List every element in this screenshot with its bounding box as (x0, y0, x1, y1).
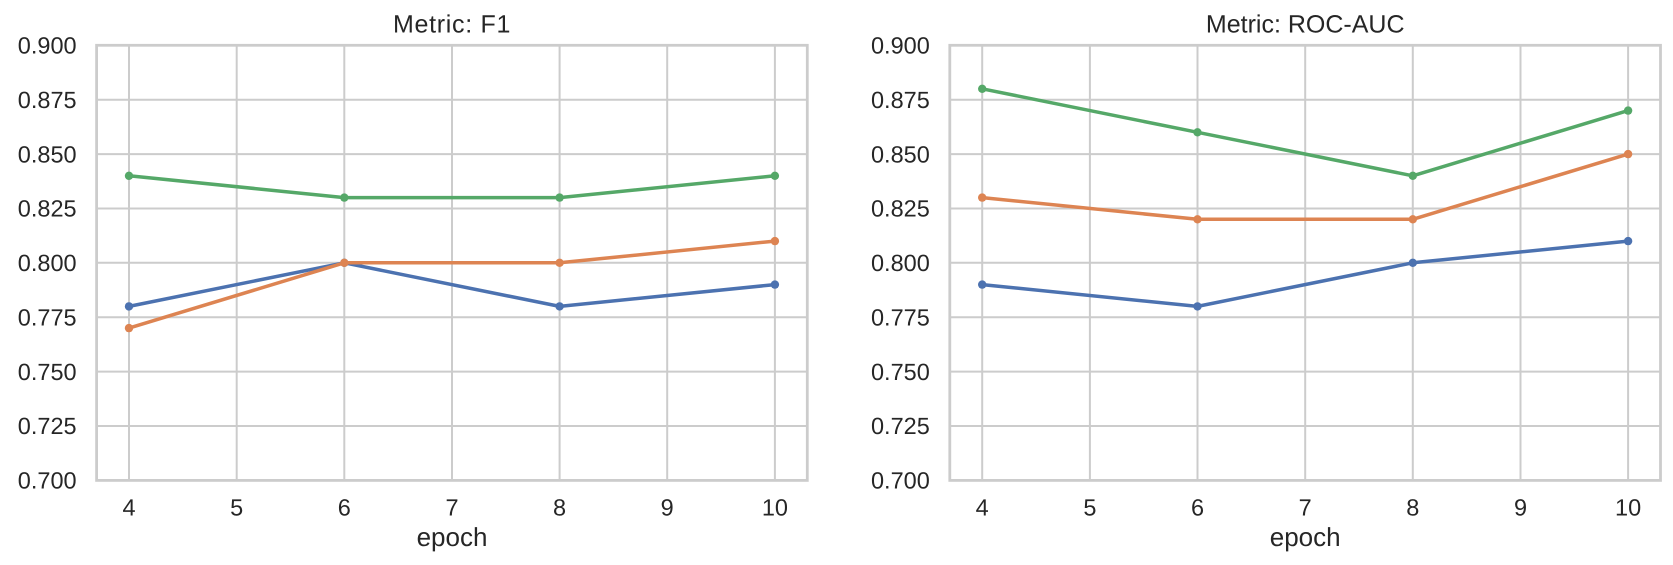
svg-text:0.875: 0.875 (871, 87, 930, 113)
svg-text:0.725: 0.725 (871, 413, 930, 439)
svg-text:0.900: 0.900 (871, 33, 930, 59)
svg-text:10: 10 (1615, 494, 1641, 520)
svg-text:0.850: 0.850 (871, 141, 930, 167)
svg-text:6: 6 (1191, 494, 1204, 520)
svg-text:0.700: 0.700 (18, 468, 77, 494)
svg-text:0.700: 0.700 (871, 468, 930, 494)
svg-text:7: 7 (1299, 494, 1312, 520)
svg-text:9: 9 (1514, 494, 1527, 520)
svg-text:0.775: 0.775 (871, 304, 930, 330)
svg-text:4: 4 (122, 494, 135, 520)
svg-text:5: 5 (230, 494, 243, 520)
svg-text:0.775: 0.775 (18, 304, 77, 330)
svg-text:0.725: 0.725 (18, 413, 77, 439)
svg-text:5: 5 (1083, 494, 1096, 520)
svg-text:0.800: 0.800 (871, 250, 930, 276)
svg-text:0.875: 0.875 (18, 87, 77, 113)
svg-text:6: 6 (338, 494, 351, 520)
svg-text:0.800: 0.800 (18, 250, 77, 276)
svg-text:10: 10 (762, 494, 788, 520)
svg-text:0.750: 0.750 (871, 359, 930, 385)
svg-text:0.750: 0.750 (18, 359, 77, 385)
svg-text:0.900: 0.900 (18, 33, 77, 59)
svg-text:4: 4 (976, 494, 989, 520)
svg-text:9: 9 (661, 494, 674, 520)
svg-text:8: 8 (553, 494, 566, 520)
svg-text:7: 7 (445, 494, 458, 520)
svg-text:0.825: 0.825 (871, 196, 930, 222)
svg-text:0.825: 0.825 (18, 196, 77, 222)
svg-text:0.850: 0.850 (18, 141, 77, 167)
svg-text:epoch: epoch (1270, 522, 1341, 552)
svg-text:8: 8 (1406, 494, 1419, 520)
svg-text:Metric: ROC-AUC: Metric: ROC-AUC (1206, 11, 1405, 39)
svg-text:Metric: F1: Metric: F1 (393, 11, 511, 39)
svg-text:epoch: epoch (417, 522, 488, 552)
